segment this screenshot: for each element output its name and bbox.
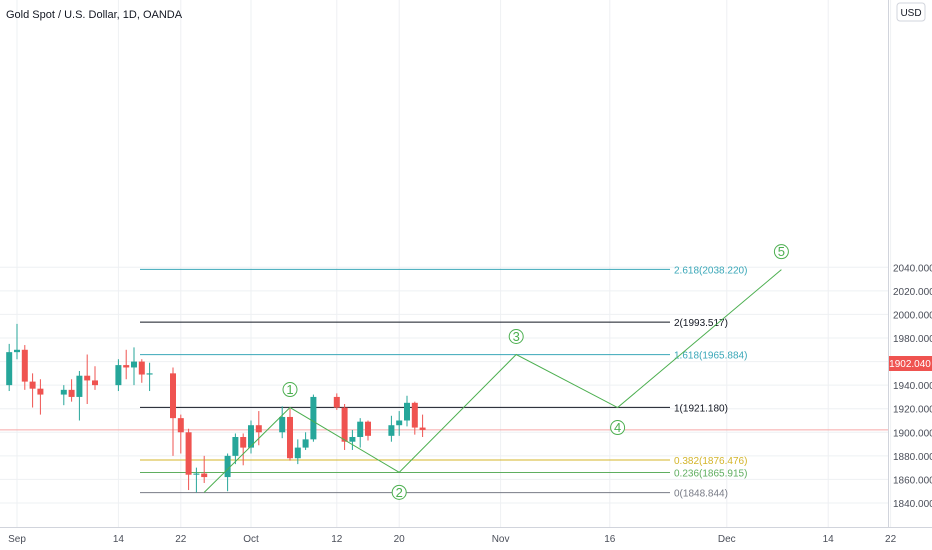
wave-marker-label: 5 xyxy=(778,244,785,259)
candle-body xyxy=(201,473,208,478)
y-tick-label: 2000.000 xyxy=(893,310,932,321)
candle-body xyxy=(6,352,13,386)
x-tick-label: 22 xyxy=(175,534,187,545)
currency-button-bg[interactable] xyxy=(896,2,926,22)
x-tick-label: 16 xyxy=(604,534,616,545)
wave-marker-label: 3 xyxy=(513,329,520,344)
x-tick-label: 12 xyxy=(331,534,343,545)
x-tick-label: 14 xyxy=(113,534,125,545)
candle-body xyxy=(232,436,239,456)
candle-body xyxy=(333,396,340,408)
fib-level-label: 1.618(1965.884) xyxy=(674,351,747,362)
currency-button[interactable]: USD xyxy=(896,2,926,22)
candle-body xyxy=(92,380,98,386)
wave-marker-circle xyxy=(391,484,407,500)
candle-body xyxy=(341,407,348,442)
candle-body xyxy=(123,365,130,368)
candle-body xyxy=(14,349,20,353)
candle-body xyxy=(255,425,262,433)
fib-levels: 2.618(2038.220) 2(1993.517) 1.618(1965.884… xyxy=(140,265,747,500)
last-price-badge: 1902.040 xyxy=(889,356,932,371)
y-tick-label: 1900.000 xyxy=(893,428,932,439)
candle-body xyxy=(224,455,231,478)
x-tick-label: 22 xyxy=(885,534,897,545)
y-tick-label: 1920.000 xyxy=(893,405,932,416)
x-tick-label: 14 xyxy=(823,534,835,545)
candle-body xyxy=(279,416,286,433)
x-tick-label: Oct xyxy=(243,534,259,545)
candle-body xyxy=(170,373,176,419)
fib-level-label: 2.618(2038.220) xyxy=(674,265,747,276)
last-price-value: 1902.040 xyxy=(889,359,931,370)
candle-body xyxy=(29,381,36,389)
candle-body xyxy=(365,421,371,436)
last-price-badge-bg xyxy=(889,356,932,371)
wave-marker-circle xyxy=(773,244,789,260)
currency-button-label[interactable]: USD xyxy=(900,8,921,19)
candle-body xyxy=(310,396,317,440)
candle-body xyxy=(349,436,356,442)
candle-body xyxy=(294,447,301,459)
chart-title: Gold Spot / U.S. Dollar, 1D, OANDA xyxy=(6,9,183,21)
wave-marker-label: 2 xyxy=(396,485,403,500)
candle-body xyxy=(37,388,44,395)
wave-marker-circle xyxy=(610,420,626,436)
y-tick-label: 1860.000 xyxy=(893,475,932,486)
y-tick-label: 1840.000 xyxy=(893,499,932,510)
x-tick-label: Nov xyxy=(492,534,510,545)
candle-body xyxy=(404,402,410,421)
candle-body xyxy=(357,421,364,437)
candle-body xyxy=(240,436,247,448)
fib-level-label: 0(1848.844) xyxy=(674,489,728,500)
candle-body xyxy=(138,361,145,375)
y-axis-ticks: 1840.000 1860.000 1880.000 1900.000 1920.000… xyxy=(893,263,932,510)
y-tick-label: 1940.000 xyxy=(893,381,932,392)
wave-line xyxy=(203,269,782,493)
candle-body xyxy=(60,389,67,395)
candle-body xyxy=(68,389,75,397)
candle-body xyxy=(287,416,293,459)
x-tick-label: Dec xyxy=(718,534,736,545)
x-tick-label: Sep xyxy=(8,534,26,545)
x-tick-label: 20 xyxy=(394,534,406,545)
candle-body xyxy=(115,365,122,386)
candle-body xyxy=(131,361,137,368)
y-tick-label: 1880.000 xyxy=(893,452,932,463)
candle-body xyxy=(193,473,200,475)
candle-body xyxy=(411,402,418,428)
candle-body xyxy=(185,432,192,475)
candle-body xyxy=(84,375,91,381)
candle-body xyxy=(388,425,395,436)
candle-body xyxy=(248,425,254,448)
candle-body xyxy=(419,427,426,430)
wave-path: 1 2 3 4 5 xyxy=(203,244,789,500)
candle-body xyxy=(177,418,184,433)
fib-level-label: 0.236(1865.915) xyxy=(674,468,747,479)
candle-body xyxy=(302,439,309,448)
wave-marker-circle xyxy=(282,382,298,398)
wave-marker-circle xyxy=(508,328,524,344)
candle-body xyxy=(21,349,28,382)
y-tick-label: 2040.000 xyxy=(893,263,932,274)
y-tick-label: 2020.000 xyxy=(893,287,932,298)
grid xyxy=(0,0,892,527)
candles xyxy=(6,323,426,493)
fib-level-label: 1(1921.180) xyxy=(674,403,728,414)
candle-body xyxy=(76,375,83,397)
candle-body xyxy=(146,373,153,375)
candle-body xyxy=(396,420,403,426)
wave-marker-label: 4 xyxy=(614,420,621,435)
x-axis-ticks: Sep1422Oct1220Nov16Dec14222021111 xyxy=(8,534,897,545)
y-tick-label: 1980.000 xyxy=(893,334,932,345)
fib-level-label: 0.382(1876.476) xyxy=(674,456,747,467)
wave-marker-label: 1 xyxy=(286,382,293,397)
fib-level-label: 2(1993.517) xyxy=(674,318,728,329)
